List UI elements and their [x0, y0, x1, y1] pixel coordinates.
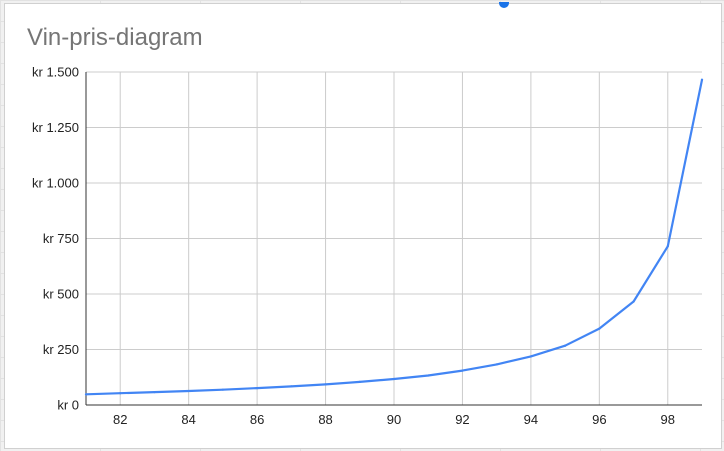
data-point [564, 344, 567, 347]
data-point [598, 327, 601, 330]
grid-layer [86, 71, 702, 405]
y-tick-label: kr 0 [57, 398, 79, 413]
data-point [358, 380, 361, 384]
data-point [427, 374, 430, 377]
data-point [256, 387, 259, 390]
line-chart: kr 0 kr 250 kr 500 kr 750 kr 1.000 kr 1.250 kr… [32, 65, 704, 427]
data-point [529, 355, 532, 358]
x-tick-label: 84 [181, 412, 195, 427]
data-point [700, 78, 704, 81]
data-point [290, 385, 293, 388]
data-point [187, 389, 190, 393]
chart-title: Vin-pris-diagram [27, 24, 203, 51]
data-point [392, 377, 396, 381]
x-tick-label: 96 [592, 412, 606, 427]
y-tick-label: kr 1.000 [32, 176, 79, 191]
axis-layer: kr 0 kr 250 kr 500 kr 750 kr 1.000 kr 1.250 kr… [32, 65, 702, 427]
data-point [324, 383, 327, 386]
data-point [84, 393, 88, 396]
data-point [632, 300, 635, 303]
x-tick-label: 86 [250, 412, 264, 427]
y-tick-label: kr 1.500 [32, 65, 79, 80]
y-tick-label: kr 1.250 [32, 120, 79, 135]
data-point [666, 245, 669, 248]
data-point [495, 363, 498, 366]
y-tick-label: kr 250 [43, 342, 79, 357]
x-tick-label: 82 [113, 412, 127, 427]
x-tick-label: 92 [455, 412, 469, 427]
data-point [153, 391, 156, 394]
x-tick-label: 94 [524, 412, 538, 427]
chart-card[interactable]: Vin-pris-diagram kr 0 kr 250 kr 500 kr 750 k… [4, 2, 722, 449]
x-tick-label: 98 [661, 412, 675, 427]
y-tick-label: kr 500 [43, 287, 79, 302]
x-tick-label: 90 [387, 412, 401, 427]
x-tick-label: 88 [318, 412, 332, 427]
data-point [461, 369, 464, 372]
data-point [221, 388, 224, 391]
y-tick-label: kr 750 [43, 231, 79, 246]
series-layer [84, 78, 704, 396]
data-point [119, 392, 122, 395]
selection-handle-icon[interactable] [499, 2, 509, 8]
